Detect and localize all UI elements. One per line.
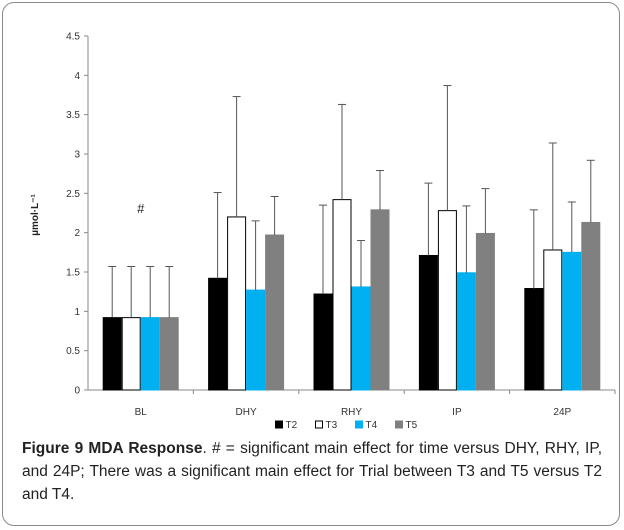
x-tick-label: BL	[135, 407, 148, 418]
error-bar-T2-RHY	[319, 204, 327, 295]
y-tick-label: 1	[74, 307, 80, 318]
bar-T3-DHY	[227, 216, 247, 391]
figure-caption-text: . # = significant main effect for time v…	[22, 440, 603, 503]
bar-T5-24P	[581, 221, 601, 391]
legend-item-T5: T5	[395, 420, 418, 431]
chart-labels: 0 0.5 1 1.5 2 2.5 3 3.5 4 4.5 BL DHY RHY IP 24P #	[66, 32, 571, 419]
bar-T5-IP	[475, 232, 495, 391]
legend-label: T3	[326, 420, 338, 431]
error-bar-T5-RHY	[376, 170, 384, 210]
y-tick-label: 2	[74, 228, 80, 239]
error-bar-T4-DHY	[251, 220, 260, 291]
bar-T5-DHY	[265, 234, 285, 391]
error-bar-T4-IP	[462, 205, 471, 273]
x-tick-label: IP	[452, 407, 462, 418]
annotation-marker: #	[137, 201, 145, 216]
bar-T5-BL	[159, 317, 179, 391]
bar-T2-IP	[418, 254, 438, 391]
bar-T3-IP	[437, 210, 457, 391]
error-bar-T2-DHY	[213, 192, 222, 279]
figure-title: MDA Response	[88, 440, 203, 457]
bar-T3-24P	[543, 249, 563, 391]
chart-error-bars	[108, 85, 595, 318]
error-bar-T4-RHY	[357, 240, 365, 287]
chart-bars	[102, 199, 601, 391]
error-bar-T2-BL	[108, 265, 117, 318]
y-tick-label: 0	[74, 386, 80, 397]
bar-T4-24P	[562, 251, 582, 391]
error-bar-T5-DHY	[270, 195, 279, 236]
y-axis-label: µmol·L⁻¹	[30, 194, 41, 236]
y-tick-label: 1.5	[66, 268, 80, 279]
bar-T3-RHY	[332, 199, 352, 391]
x-tick-label: 24P	[553, 407, 571, 418]
error-bar-T4-BL	[146, 265, 155, 318]
legend-item-T2: T2	[275, 420, 298, 431]
legend-item-T4: T4	[355, 420, 378, 431]
y-tick-label: 2.5	[66, 189, 80, 200]
figure-frame	[2, 2, 620, 526]
bar-T4-IP	[456, 272, 476, 391]
chart-legend: T2 T3 T4 T5	[275, 420, 418, 431]
y-tick-label: 0.5	[66, 346, 80, 357]
legend-label: T2	[286, 420, 298, 431]
bar-T2-DHY	[208, 277, 228, 391]
x-tick-label: RHY	[341, 407, 362, 418]
y-tick-label: 3	[74, 150, 80, 161]
error-bar-T3-DHY	[232, 96, 241, 217]
error-bar-T2-IP	[424, 182, 433, 256]
x-tick-label: DHY	[236, 407, 257, 418]
legend-item-T3: T3	[315, 420, 338, 431]
bar-T4-BL	[140, 317, 160, 391]
y-tick-label: 4.5	[66, 32, 80, 43]
error-bar-T3-RHY	[338, 103, 346, 200]
bar-chart: 00.511.522.533.544.5BL DHY RHY IP 24P# T2 T3 T…	[30, 32, 616, 431]
bar-T4-DHY	[246, 289, 266, 391]
y-tick-label: 4	[74, 71, 80, 82]
bar-T2-RHY	[313, 293, 333, 391]
legend-swatch	[315, 420, 323, 429]
error-bar-T2-24P	[529, 209, 538, 289]
error-bar-T5-IP	[481, 188, 490, 234]
bar-T2-BL	[102, 317, 122, 391]
legend-swatch	[275, 420, 283, 429]
figure-caption: Figure 9 MDA Response. # = significant m…	[22, 437, 602, 506]
error-bar-T3-24P	[548, 142, 557, 250]
bar-T3-BL	[121, 317, 141, 391]
error-bar-T3-IP	[443, 85, 452, 211]
bar-T5-RHY	[370, 209, 390, 391]
legend-swatch	[355, 420, 363, 429]
bar-T2-24P	[524, 288, 544, 391]
error-bar-T3-BL	[127, 265, 136, 318]
error-bar-T5-BL	[165, 265, 174, 318]
figure-label: Figure 9	[22, 440, 84, 457]
error-bar-T4-24P	[567, 201, 576, 253]
legend-swatch	[395, 420, 403, 429]
error-bar-T5-24P	[586, 159, 595, 223]
legend-label: T5	[406, 420, 418, 431]
bar-T4-RHY	[351, 286, 371, 391]
legend-label: T4	[366, 420, 378, 431]
y-tick-label: 3.5	[66, 110, 80, 121]
